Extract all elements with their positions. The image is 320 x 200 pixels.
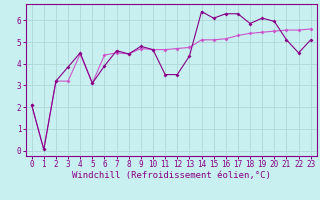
X-axis label: Windchill (Refroidissement éolien,°C): Windchill (Refroidissement éolien,°C) xyxy=(72,171,271,180)
